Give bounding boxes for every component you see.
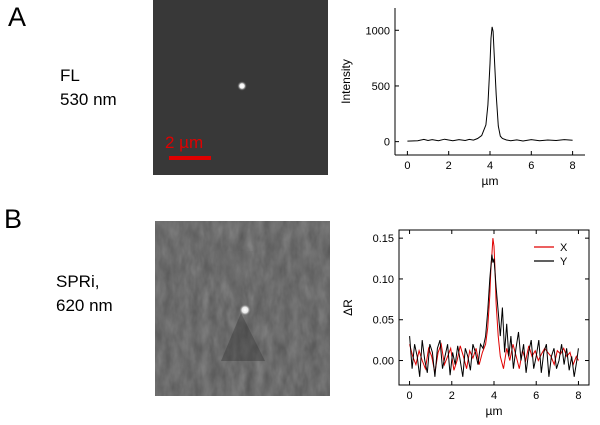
x-tick-label: 4	[491, 390, 497, 402]
x-tick-label: 0	[404, 160, 410, 172]
x-axis-label: µm	[486, 404, 503, 418]
fl-label: FL 530 nm	[60, 64, 117, 112]
y-tick-label: 0.05	[373, 315, 394, 327]
series-line	[407, 26, 573, 142]
spr-label-line1: SPRi,	[56, 272, 100, 291]
spr-wave-pattern-bottom	[221, 313, 265, 361]
spr-label: SPRi, 620 nm	[56, 270, 113, 318]
x-tick-label: 6	[528, 160, 534, 172]
panel-b-letter: B	[4, 204, 23, 234]
legend-label-y: Y	[560, 256, 568, 268]
y-tick-label: 0.10	[373, 274, 394, 286]
y-tick-label: 0	[384, 137, 390, 149]
x-tick-label: 8	[570, 160, 576, 172]
x-tick-label: 6	[533, 390, 539, 402]
y-tick-label: 0.15	[373, 233, 394, 245]
spr-image	[155, 221, 330, 396]
scale-bar-label: 2 µm	[165, 133, 203, 152]
x-tick-label: 2	[449, 390, 455, 402]
y-tick-label: 500	[372, 81, 390, 93]
y-axis-label: Intensity	[339, 59, 353, 104]
spr-particle	[239, 304, 251, 316]
panel-a-letter: A	[8, 2, 27, 32]
spr-label-line2: 620 nm	[56, 296, 113, 315]
fl-label-line1: FL	[60, 66, 80, 85]
x-tick-label: 4	[487, 160, 493, 172]
y-axis-label: ΔR	[341, 299, 355, 316]
spr-wave-pattern-top	[215, 251, 253, 305]
x-tick-label: 0	[406, 390, 412, 402]
x-axis-label: µm	[482, 174, 499, 188]
x-tick-label: 8	[575, 390, 581, 402]
series-line-y	[409, 254, 579, 377]
legend-label-x: X	[560, 242, 568, 254]
fluorescence-image: 2 µm	[153, 0, 328, 175]
scale-bar	[169, 156, 211, 160]
fl-label-line2: 530 nm	[60, 90, 117, 109]
x-tick-label: 2	[446, 160, 452, 172]
fluorescent-particle	[237, 81, 247, 91]
y-tick-label: 0.00	[373, 356, 394, 368]
y-tick-label: 1000	[366, 25, 390, 37]
